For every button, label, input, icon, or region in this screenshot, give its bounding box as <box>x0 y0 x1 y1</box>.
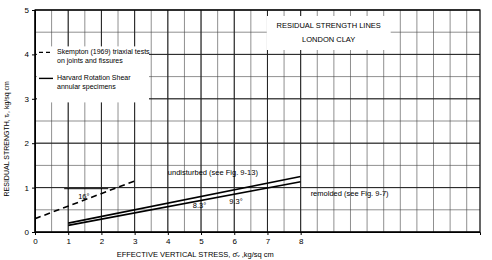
legend-swatch <box>39 52 53 53</box>
tick-label: 5 <box>199 237 204 246</box>
axis-line <box>36 233 481 236</box>
tick-label: 3 <box>25 95 30 104</box>
tick-label: 4 <box>166 237 171 246</box>
tick-mark <box>234 232 235 235</box>
grid-line <box>201 10 202 232</box>
x-axis: 0 1 2 3 4 5 6 7 8 <box>33 232 480 246</box>
x-axis-title: EFFECTIVE VERTICAL STRESS, σ̄ᵥ ,kg/sq cm <box>117 250 274 259</box>
annotation: 16° <box>78 192 89 201</box>
grid-line <box>167 10 168 232</box>
grid-line <box>134 10 135 232</box>
x-tick: 5 <box>199 232 204 246</box>
tick-mark <box>32 99 35 100</box>
grid-line <box>167 10 168 232</box>
series-line <box>68 177 300 224</box>
y-tick: 2 <box>25 139 35 148</box>
grid-line <box>101 10 102 232</box>
y-tick: 3 <box>25 95 35 104</box>
tick-label: 0 <box>33 237 38 246</box>
tick-mark <box>201 232 202 235</box>
axis-line <box>32 11 36 233</box>
legend: Skempton (1969) triaxial testson joints … <box>37 46 150 102</box>
x-tick: 3 <box>133 232 138 246</box>
tick-mark <box>101 232 102 235</box>
tick-label: 2 <box>25 139 30 148</box>
tick-mark <box>267 232 268 235</box>
title-background <box>267 16 391 50</box>
lines <box>35 177 301 226</box>
tick-mark <box>301 232 302 235</box>
y-tick: 4 <box>25 50 35 59</box>
title-box: RESIDUAL STRENGTH LINES LONDON CLAY <box>267 16 391 50</box>
tick-label: 0 <box>25 228 30 237</box>
legend-label: Skempton (1969) triaxial testson joints … <box>57 48 150 65</box>
tick-label: 1 <box>25 184 30 193</box>
grid-line <box>35 143 480 144</box>
tick-label: 5 <box>25 6 30 15</box>
plot-frame <box>35 10 480 232</box>
grid-line <box>35 187 480 188</box>
tick-label: 6 <box>233 237 238 246</box>
tick-mark <box>135 232 136 235</box>
tick-label: 2 <box>100 237 105 246</box>
tick-mark <box>32 232 35 233</box>
annotation: undisturbed (see Fig. 9-13) <box>168 168 259 177</box>
y-tick: 5 <box>25 6 35 15</box>
chart: 0 1 2 3 4 5 6 7 8 0 1 2 3 4 5 16° 8.3° 9.3° undisturbed (s… <box>0 0 492 260</box>
grid-line <box>134 10 135 232</box>
minor-grid <box>35 10 480 232</box>
annotation: 8.3° <box>193 201 206 210</box>
grid-line <box>68 10 69 232</box>
title: LONDON CLAY <box>302 35 355 44</box>
tick-mark <box>168 232 169 235</box>
tick-mark <box>32 54 35 55</box>
grid-line <box>201 10 202 232</box>
legend-swatch <box>39 78 53 79</box>
tick-mark <box>68 232 69 235</box>
angle-reference <box>64 188 108 189</box>
tick-label: 8 <box>299 237 304 246</box>
x-tick: 6 <box>233 232 238 246</box>
tick-label: 4 <box>25 50 30 59</box>
tick-mark <box>32 10 35 11</box>
x-tick: 4 <box>166 232 171 246</box>
grid-line <box>35 143 480 144</box>
grid-line <box>101 10 102 232</box>
y-axis: 0 1 2 3 4 5 <box>25 6 36 237</box>
x-tick: 7 <box>266 232 271 246</box>
annotations: 16° 8.3° 9.3° undisturbed (see Fig. 9-13) re… <box>64 168 389 209</box>
grid-line <box>35 187 480 188</box>
plot: 0 1 2 3 4 5 6 7 8 0 1 2 3 4 5 16° 8.3° 9.3° undisturbed (s… <box>25 6 481 246</box>
tick-mark <box>32 188 35 189</box>
tick-label: 3 <box>133 237 138 246</box>
y-tick: 1 <box>25 184 35 193</box>
y-tick: 0 <box>25 228 35 237</box>
x-tick: 8 <box>299 232 304 246</box>
title: RESIDUAL STRENGTH LINES <box>277 21 381 30</box>
x-tick: 2 <box>100 232 105 246</box>
grid-line <box>68 10 69 232</box>
legend-label: Harvard Rotation Shearannular specimens <box>57 74 131 91</box>
x-tick: 0 <box>33 232 38 246</box>
y-axis-title: RESIDUAL STRENGTH, τᵣ, kg/sq cm <box>3 81 11 197</box>
tick-label: 1 <box>66 237 71 246</box>
x-tick: 1 <box>66 232 71 246</box>
tick-mark <box>32 143 35 144</box>
tick-label: 7 <box>266 237 271 246</box>
annotation: remolded (see Fig. 9-7) <box>311 189 389 198</box>
major-grid <box>35 10 480 232</box>
annotation: 9.3° <box>229 197 242 206</box>
